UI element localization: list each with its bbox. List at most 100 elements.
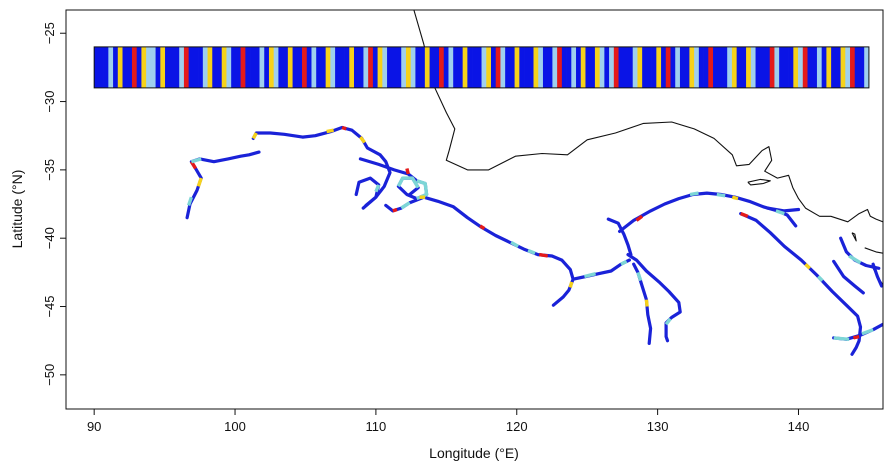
track-segment-20 [568, 281, 574, 288]
state-bar-72 [434, 46, 440, 88]
state-bar-152 [812, 46, 818, 88]
state-bar-158 [840, 46, 846, 88]
state-bar-121 [665, 46, 671, 88]
state-bar-91 [524, 46, 530, 88]
track-segment-30 [775, 209, 785, 216]
state-bar-46 [311, 46, 317, 88]
state-bar-71 [429, 46, 435, 88]
state-bar-133 [722, 46, 728, 88]
track-segment-7 [359, 136, 366, 144]
state-bar-87 [505, 46, 511, 88]
state-bar-18 [179, 46, 185, 88]
state-bar-127 [694, 46, 700, 88]
state-bar-29 [231, 46, 237, 88]
state-bar-141 [760, 46, 766, 88]
state-bar-52 [339, 46, 345, 88]
state-bar-157 [835, 46, 841, 88]
state-bar-23 [202, 46, 208, 88]
state-bar-132 [717, 46, 723, 88]
state-bar-123 [675, 46, 681, 88]
track-segment-11 [374, 184, 381, 193]
y-tick-label-50: −50 [42, 364, 57, 386]
y-tick-label-30: −30 [42, 91, 57, 113]
track-segment-3 [186, 196, 194, 206]
track-1 [251, 125, 392, 210]
state-bar-11 [146, 46, 152, 88]
state-bar-92 [528, 46, 534, 88]
track-segment-15 [479, 224, 486, 231]
state-bar-163 [864, 46, 870, 88]
state-bar-34 [254, 46, 260, 88]
state-bar-36 [264, 46, 270, 88]
state-bar-76 [453, 46, 459, 88]
state-bar-20 [188, 46, 194, 88]
track-segment-8 [396, 176, 420, 189]
x-tick-label-140: 140 [788, 419, 810, 434]
state-bar-79 [467, 46, 473, 88]
state-bar-104 [585, 46, 591, 88]
state-bar-116 [642, 46, 648, 88]
track-segment-2 [190, 157, 202, 164]
x-tick-label-130: 130 [647, 419, 669, 434]
state-bar-67 [410, 46, 416, 88]
state-bar-154 [821, 46, 827, 88]
state-bar-150 [802, 46, 808, 88]
state-bar-33 [250, 46, 256, 88]
state-bar-65 [401, 46, 407, 88]
state-bar-88 [509, 46, 515, 88]
state-bar-156 [831, 46, 837, 88]
state-bar-9 [136, 46, 142, 88]
coastline-2 [851, 232, 857, 242]
track-segment-22 [636, 271, 643, 282]
state-bar-69 [420, 46, 426, 88]
state-bar-31 [240, 46, 246, 88]
state-bar-139 [750, 46, 756, 88]
state-bar-93 [533, 46, 539, 88]
state-bar-45 [306, 46, 312, 88]
state-bar-89 [514, 46, 520, 88]
track-segment-28 [731, 195, 739, 201]
state-bar-126 [689, 46, 695, 88]
state-bar-135 [731, 46, 737, 88]
coastline-1 [747, 178, 771, 186]
state-bar-102 [576, 46, 582, 88]
state-bar-51 [335, 46, 341, 88]
track-13 [832, 259, 865, 295]
coastline-3 [864, 247, 883, 254]
state-bar-22 [198, 46, 204, 88]
state-bar-60 [377, 46, 383, 88]
state-bar-25 [212, 46, 218, 88]
state-bar-125 [684, 46, 690, 88]
state-bar-61 [382, 46, 388, 88]
state-bar-115 [637, 46, 643, 88]
state-bar-68 [415, 46, 421, 88]
state-bar-160 [850, 46, 856, 88]
state-bar-146 [783, 46, 789, 88]
state-bar-26 [217, 46, 223, 88]
state-bar-55 [353, 46, 360, 88]
state-bar-78 [462, 46, 468, 88]
track-segment-31 [804, 262, 811, 270]
track-9 [618, 191, 798, 233]
state-bar-40 [283, 46, 289, 88]
state-bar-28 [226, 46, 232, 88]
track-segment-17 [527, 248, 536, 255]
track-segment-24 [664, 317, 672, 326]
state-bar-137 [741, 46, 747, 88]
state-bar-147 [788, 46, 794, 88]
state-bar-64 [396, 46, 402, 88]
state-bar-90 [519, 46, 525, 88]
state-bar-144 [774, 46, 780, 88]
state-bar-4 [113, 46, 119, 88]
track-segment-4 [251, 132, 258, 140]
state-bar-151 [807, 46, 813, 88]
track-segment-26 [689, 191, 699, 197]
track-segment-10 [405, 168, 410, 175]
state-bar-32 [245, 46, 251, 88]
state-bar-130 [708, 46, 714, 88]
state-bar-48 [320, 46, 326, 88]
state-bar-35 [259, 46, 265, 88]
track-8 [606, 217, 633, 257]
state-bar-140 [755, 46, 761, 88]
track-11 [739, 212, 863, 356]
